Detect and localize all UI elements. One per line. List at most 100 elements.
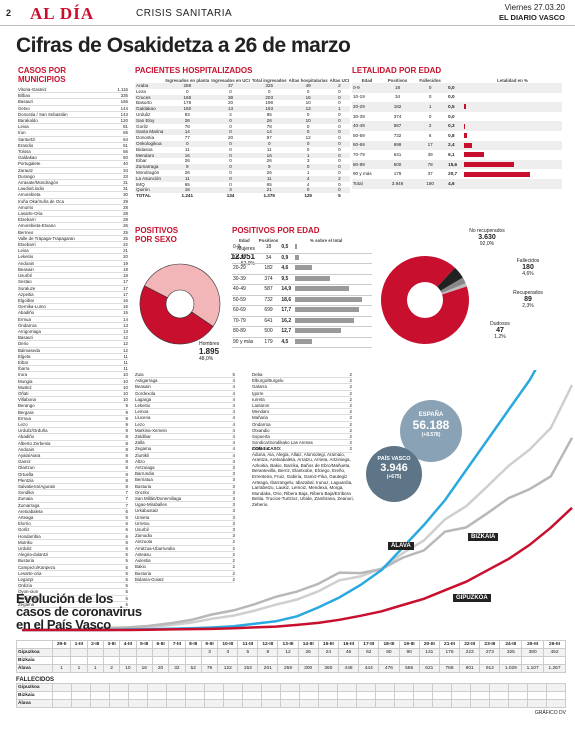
value-cell [128,699,148,708]
list-item: Bilbao 335 [18,93,128,100]
municipality-name: Elburgo/Burgelu [252,378,284,384]
municipality-name: Eibar [18,359,29,365]
municipality-count: 4 [232,446,235,452]
table-cell: 163 [265,106,274,112]
pct-bar [295,265,312,271]
municipality-count: 6 [125,521,128,527]
value-cell [52,683,72,692]
table-cell: 49 [305,83,311,88]
municipality-name: Urnieta [135,514,150,520]
value-cell [185,683,205,692]
value-cell [317,656,339,665]
list-item: Lezo 4 [135,422,235,428]
table-row: Bidasoa 11 0 11 0 0 [135,147,350,153]
column-header: Total ingresados [251,78,287,83]
value-cell [119,648,137,657]
municipality-name: Lagarga [135,396,152,402]
recovered-pct: 2,3% [522,303,534,309]
value-cell [378,656,400,665]
table-cell: 0 [338,117,341,123]
table-row: 70-79 641 16,2 [232,316,372,327]
value-cell [508,699,528,708]
evolution-title-2: casos de coronavirus [16,604,142,619]
municipality-name: Gernika-Lumo [18,304,46,310]
lethality-title: LETALIDAD POR EDAD [352,66,442,75]
value-cell: 46 [337,648,360,657]
municipality-name: Zumarraga [18,502,40,508]
value-cell [394,691,414,700]
value-cell: 1.267 [543,664,566,673]
section-title: AL DÍA [30,4,95,23]
value-cell [356,691,376,700]
table-cell: 0 [229,158,232,164]
table-cell: 78 [266,123,272,129]
municipality-count: 28 [123,204,128,210]
table-row: 0-9 18 0,5 [232,243,372,253]
row-label: Bizkaia [16,691,53,700]
date-cell: 11-III [237,640,259,649]
table-cell: 0 [338,187,341,193]
value-cell [90,683,110,692]
municipality-name: Urduliz [18,546,32,552]
list-item: Elorrio 6 [18,521,128,528]
date-cell: 3-III [102,640,121,649]
table-cell: Cruces [136,94,151,100]
municipality-count: 8 [125,440,128,446]
table-cell: 0 [306,140,310,146]
value-cell: 3 [217,648,239,657]
municipality-count: 34 [123,167,128,173]
basque-value: 3.946 [380,462,408,474]
table-cell: Bidasoa [136,146,153,152]
value-cell [147,683,167,692]
list-item: Valle de Trápaga-Trapagaran 25 [18,236,128,243]
age-cell: 40-49 [353,123,365,129]
women-pct: 52,0% [240,261,255,267]
municipality-count: 2 [349,384,352,390]
value-cell [527,699,547,708]
municipality-count: 19 [123,260,128,266]
pct-value: 16,2 [281,317,292,324]
list-item: Iurreta 2 [252,397,352,404]
list-item: Andoain 19 [18,261,128,267]
value-cell [318,699,338,708]
positives-by-sex: POSITIVOS POR SEXO Mujeres 12.051 52,0% … [135,226,255,371]
municipality-count: 5 [125,564,128,570]
municipality-name: Zalla [135,440,145,446]
municipality-name: Hondarribia [18,533,41,539]
lethality-bar [464,104,466,110]
value-cell [459,656,481,665]
table-cell: 0 [338,129,341,135]
lethality-bar [464,152,484,158]
age-cell: 20-29 [353,104,365,110]
municipality-name: Azpeitia [18,291,34,297]
municipality-count: 8 [125,452,128,458]
municipality-count: 3 [232,508,235,514]
table-cell: 150 [183,106,192,112]
value-cell: 565 [398,664,420,673]
list-item: Gorliz 6 [18,527,128,534]
list-item: Lekeitio 4 [135,403,235,410]
recovered-value: 89 [524,296,532,303]
value-cell [432,699,452,708]
list-item: Zamudio 3 [135,533,235,540]
table-row: Onkologikoa 0 0 0 0 0 [135,140,351,147]
men-pct: 48,0% [199,356,214,362]
municipality-count: 17 [123,285,128,291]
table-cell: 11 [266,146,272,152]
municipality-name: Zamudio [135,533,153,539]
men-label: Hombres [199,341,220,347]
municipality-count: 5 [232,372,235,377]
pct-bar [295,286,349,292]
municipality-name: Igorre [252,390,264,396]
table-cell: Urduliz [136,111,151,117]
table-row: Eibar 26 0 26 3 0 [135,158,350,164]
value-cell [261,699,281,708]
municipality-count: 7 [125,490,128,496]
date-cell: 21-III [438,640,461,649]
list-item: Ziurtikli 4 [135,453,235,459]
table-cell: 0 [229,175,232,181]
municipality-name: Ordizia [18,583,32,589]
deceased-cell: 1 [428,104,432,110]
value-cell [261,691,281,700]
municipality-name: Urretxu [135,520,150,526]
